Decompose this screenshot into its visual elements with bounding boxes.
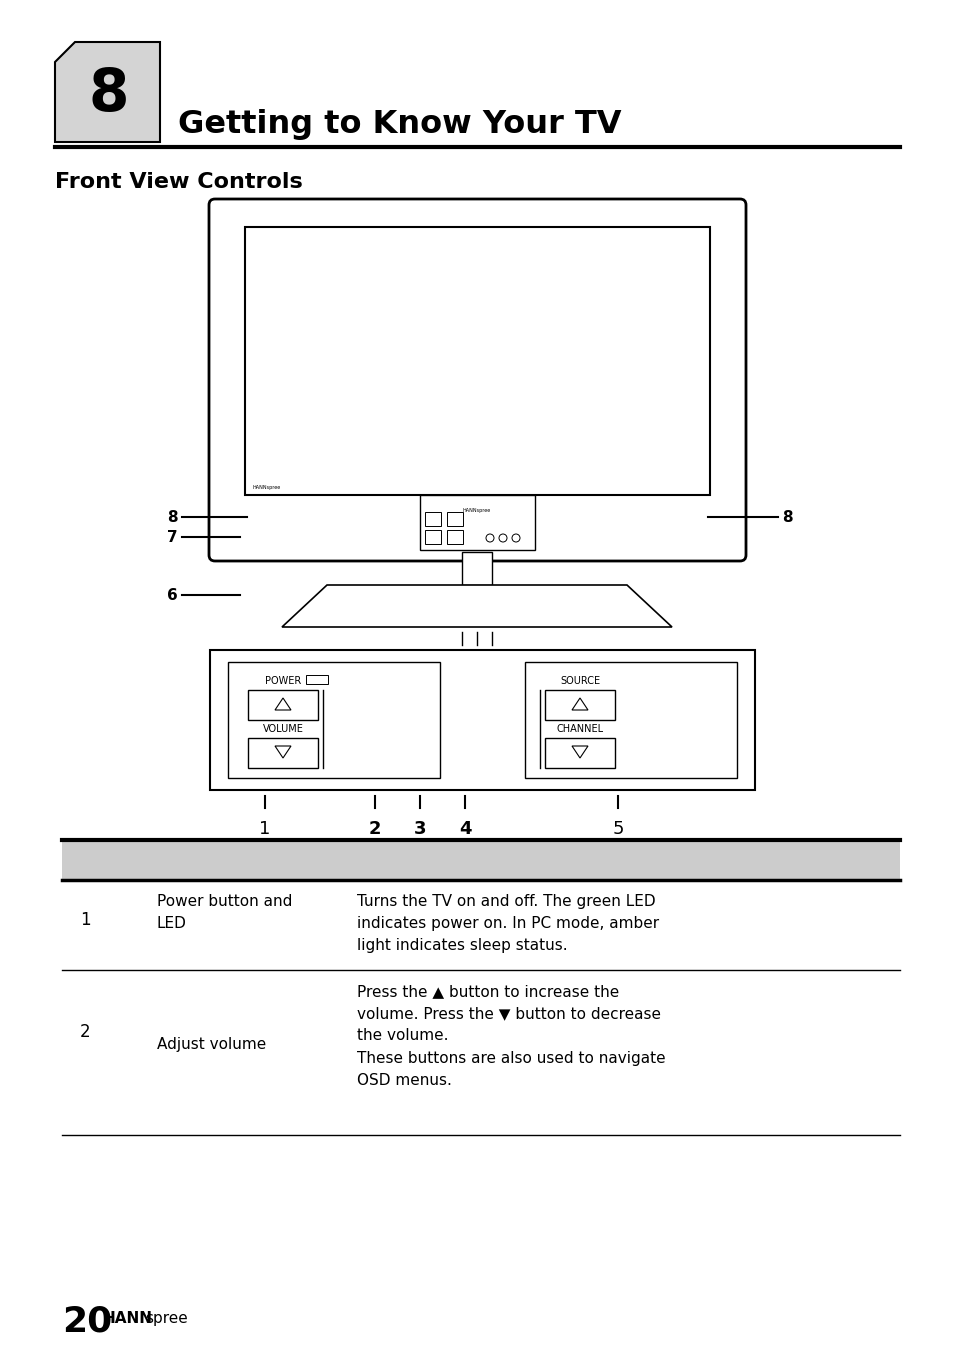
Text: 2: 2	[369, 821, 381, 838]
Text: Turns the TV on and off. The green LED
indicates power on. In PC mode, amber
lig: Turns the TV on and off. The green LED i…	[356, 894, 659, 953]
Text: spree: spree	[145, 1311, 188, 1326]
Text: 5: 5	[612, 821, 623, 838]
Bar	[544, 738, 615, 768]
Bar	[524, 662, 737, 777]
Text: 1: 1	[80, 911, 91, 929]
Text: 20: 20	[62, 1305, 112, 1338]
Text: Description: Description	[157, 848, 264, 867]
Text: 6: 6	[167, 588, 178, 603]
Text: Getting to Know Your TV: Getting to Know Your TV	[178, 108, 620, 139]
Polygon shape	[282, 585, 671, 627]
Bar	[447, 512, 462, 526]
FancyBboxPatch shape	[209, 199, 745, 561]
Bar	[210, 650, 754, 790]
Text: CHANNEL: CHANNEL	[556, 725, 603, 734]
Text: 3: 3	[414, 821, 426, 838]
Bar	[248, 738, 317, 768]
Text: VOLUME: VOLUME	[262, 725, 303, 734]
Text: SOURCE: SOURCE	[559, 676, 599, 685]
Text: 8: 8	[781, 510, 792, 525]
Bar	[461, 552, 492, 585]
Text: HANNspree: HANNspree	[253, 485, 281, 489]
Text: 1: 1	[259, 821, 271, 838]
Text: Front View Controls: Front View Controls	[55, 172, 302, 192]
Bar	[306, 675, 328, 684]
Bar	[424, 512, 440, 526]
Text: Function: Function	[356, 848, 437, 867]
Bar	[245, 227, 709, 495]
Text: 8: 8	[89, 65, 129, 123]
Text: 7: 7	[167, 530, 178, 545]
Text: 2: 2	[80, 1023, 91, 1041]
Text: 4: 4	[458, 821, 471, 838]
Text: HANN: HANN	[103, 1311, 152, 1326]
Text: 8: 8	[167, 510, 178, 525]
Bar	[62, 840, 899, 880]
Text: HANNspree: HANNspree	[462, 508, 491, 512]
Polygon shape	[55, 42, 160, 142]
Bar	[248, 690, 317, 721]
Bar	[447, 530, 462, 544]
Text: HANNspree: HANNspree	[456, 522, 497, 529]
Bar	[228, 662, 439, 777]
Text: Adjust volume: Adjust volume	[157, 1037, 266, 1052]
Text: Press the ▲ button to increase the
volume. Press the ▼ button to decrease
the vo: Press the ▲ button to increase the volum…	[356, 984, 665, 1088]
Text: Power button and
LED: Power button and LED	[157, 894, 292, 932]
Text: POWER: POWER	[265, 676, 301, 685]
Bar	[424, 530, 440, 544]
Bar	[419, 495, 535, 550]
Bar	[544, 690, 615, 721]
